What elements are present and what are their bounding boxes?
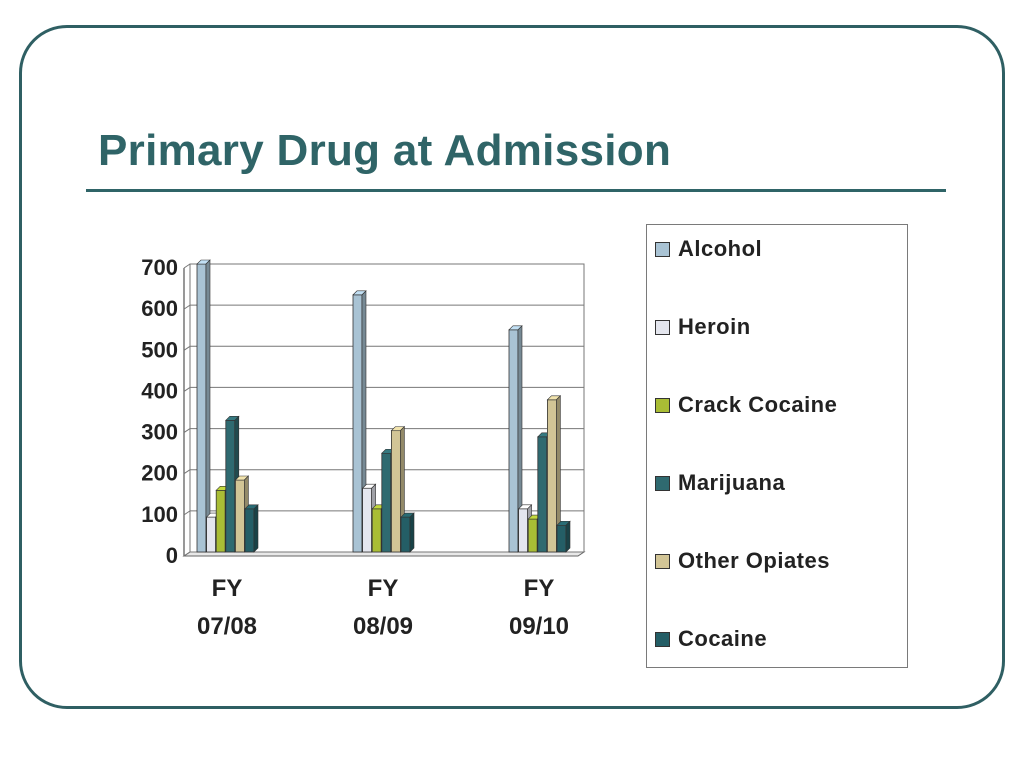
bar-front <box>234 479 245 553</box>
legend-item: Alcohol <box>655 236 762 262</box>
bar-front <box>537 436 548 553</box>
bar-front <box>518 508 528 553</box>
legend-item: Crack Cocaine <box>655 392 837 418</box>
bar-front <box>225 419 236 553</box>
y-tick-label: 0 <box>166 543 178 568</box>
gridline-depth <box>183 304 191 310</box>
legend-item: Marijuana <box>655 470 785 496</box>
chart-legend: Alcohol Heroin Crack Cocaine Marijuana Other… <box>646 224 908 668</box>
legend-swatch <box>655 397 670 413</box>
y-tick-label: 300 <box>141 420 178 445</box>
legend-label: Alcohol <box>678 236 763 261</box>
legend-swatch <box>655 241 670 257</box>
gridline-depth <box>183 551 191 557</box>
gridline-depth <box>183 345 191 351</box>
bar-front <box>352 294 363 553</box>
bar-front <box>381 452 392 553</box>
gridline-depth <box>183 263 191 269</box>
bar-front <box>244 508 255 553</box>
x-category-label: 09/10 <box>509 613 569 640</box>
y-tick-label: 600 <box>141 296 178 321</box>
chart-floor <box>182 551 586 557</box>
bar-front <box>371 508 382 553</box>
bar-front <box>390 430 401 553</box>
bar-front <box>206 516 217 553</box>
legend-swatch <box>655 553 670 569</box>
gridline-depth <box>183 469 191 475</box>
y-tick-label: 100 <box>141 502 178 527</box>
bar-side <box>565 520 571 553</box>
y-tick-label: 400 <box>141 378 178 403</box>
y-tick-label: 200 <box>141 461 178 486</box>
legend-swatch <box>655 631 670 647</box>
bar-front <box>547 399 557 553</box>
bar-side <box>205 259 211 553</box>
slide-title: Primary Drug at Admission <box>98 126 672 175</box>
bar-cocaine <box>244 504 259 553</box>
bar-alcohol <box>196 259 211 553</box>
legend-item: Heroin <box>655 314 751 340</box>
bar-alcohol <box>508 325 523 553</box>
gridline-depth <box>183 387 191 392</box>
legend-item: Other Opiates <box>655 548 830 574</box>
title-underline <box>86 189 946 192</box>
bar-cocaine <box>556 520 571 553</box>
bar-front <box>556 524 567 553</box>
x-category-label: 07/08 <box>197 613 257 640</box>
bar-front <box>215 489 226 553</box>
bar-front <box>400 516 411 553</box>
legend-label: Cocaine <box>678 626 768 651</box>
x-category-label: FY <box>524 575 555 602</box>
bar-side <box>253 504 259 553</box>
bar-front <box>508 329 519 553</box>
legend-label: Crack Cocaine <box>678 392 838 417</box>
legend-swatch <box>655 319 670 335</box>
gridline-depth <box>183 510 191 516</box>
bar-front <box>362 487 373 553</box>
legend-label: Heroin <box>678 314 751 339</box>
x-category-label: FY <box>368 575 399 602</box>
gridline-depth <box>183 428 191 433</box>
bar-front <box>527 518 538 553</box>
bar-front <box>196 263 207 553</box>
legend-label: Other Opiates <box>678 548 830 573</box>
y-tick-label: 500 <box>141 337 178 362</box>
x-category-label: FY <box>212 575 243 602</box>
legend-swatch <box>655 475 670 491</box>
bar-side <box>409 512 415 553</box>
x-category-label: 08/09 <box>353 613 413 640</box>
legend-item: Cocaine <box>655 626 767 652</box>
y-tick-label: 700 <box>141 255 178 280</box>
bar-cocaine <box>400 512 415 553</box>
legend-label: Marijuana <box>678 470 786 495</box>
